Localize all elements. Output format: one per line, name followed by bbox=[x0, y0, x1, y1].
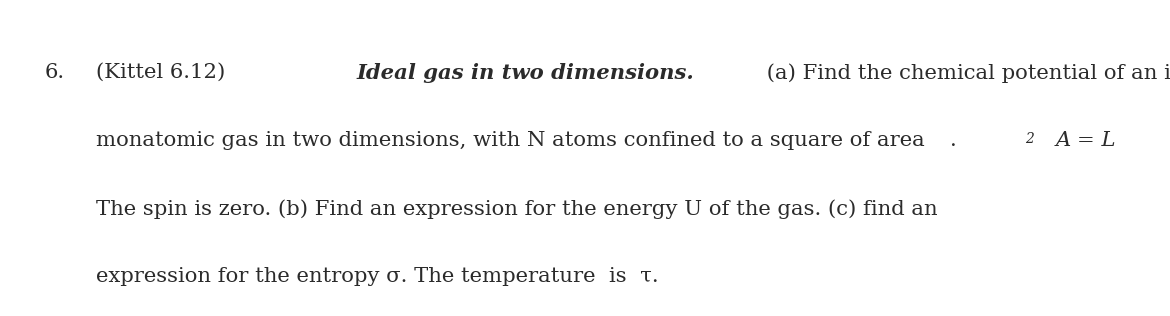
Text: 6.: 6. bbox=[44, 63, 64, 82]
Text: (Kittel 6.12): (Kittel 6.12) bbox=[96, 63, 232, 82]
Text: A = L: A = L bbox=[1057, 131, 1116, 150]
Text: 2: 2 bbox=[1025, 132, 1034, 146]
Text: The spin is zero. (b) Find an expression for the energy U of the gas. (c) find a: The spin is zero. (b) Find an expression… bbox=[96, 199, 937, 219]
Text: expression for the entropy σ. The temperature  is  τ.: expression for the entropy σ. The temper… bbox=[96, 267, 659, 286]
Text: (a) Find the chemical potential of an ideal: (a) Find the chemical potential of an id… bbox=[760, 63, 1170, 83]
Text: .: . bbox=[950, 131, 956, 150]
Text: Ideal gas in two dimensions.: Ideal gas in two dimensions. bbox=[357, 63, 694, 83]
Text: monatomic gas in two dimensions, with N atoms confined to a square of area: monatomic gas in two dimensions, with N … bbox=[96, 131, 931, 150]
